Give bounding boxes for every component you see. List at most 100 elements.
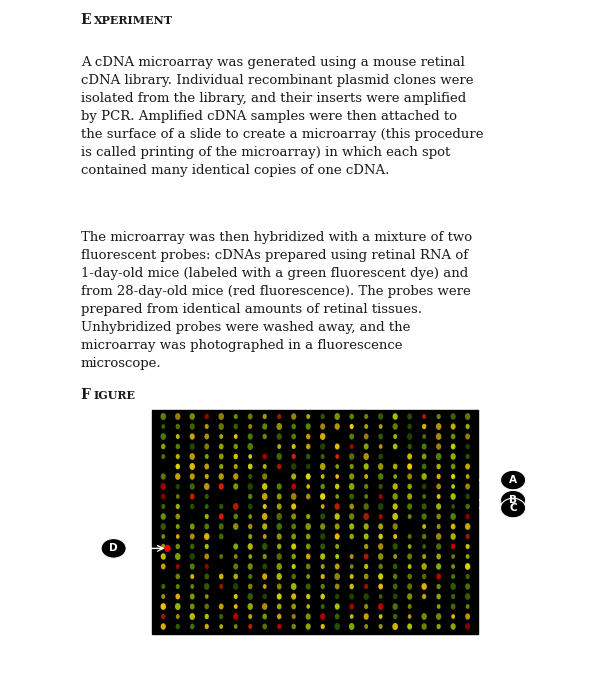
Ellipse shape: [306, 533, 310, 540]
Ellipse shape: [378, 503, 383, 510]
Ellipse shape: [364, 593, 369, 600]
Ellipse shape: [263, 554, 267, 559]
Ellipse shape: [321, 604, 325, 609]
Ellipse shape: [233, 543, 238, 550]
Ellipse shape: [349, 513, 355, 520]
Ellipse shape: [176, 524, 180, 529]
Ellipse shape: [161, 544, 166, 550]
Ellipse shape: [190, 584, 194, 589]
Ellipse shape: [501, 498, 526, 518]
Ellipse shape: [422, 473, 427, 480]
Ellipse shape: [321, 574, 325, 579]
Ellipse shape: [306, 434, 310, 440]
Ellipse shape: [291, 583, 297, 590]
Ellipse shape: [349, 414, 354, 419]
Ellipse shape: [465, 444, 470, 449]
Ellipse shape: [364, 524, 369, 530]
Ellipse shape: [190, 544, 194, 550]
Ellipse shape: [248, 534, 252, 539]
Ellipse shape: [408, 614, 411, 619]
Ellipse shape: [465, 623, 470, 630]
Ellipse shape: [437, 554, 441, 559]
Ellipse shape: [408, 544, 411, 549]
Ellipse shape: [320, 553, 325, 560]
Ellipse shape: [465, 583, 470, 589]
Ellipse shape: [379, 484, 383, 489]
Ellipse shape: [291, 493, 297, 500]
Ellipse shape: [219, 624, 223, 629]
Ellipse shape: [392, 623, 398, 630]
Ellipse shape: [465, 574, 470, 579]
Ellipse shape: [248, 593, 253, 600]
Ellipse shape: [379, 584, 383, 589]
Ellipse shape: [205, 424, 209, 429]
Ellipse shape: [437, 474, 441, 479]
Ellipse shape: [436, 433, 441, 440]
Ellipse shape: [291, 543, 296, 550]
Ellipse shape: [364, 453, 369, 460]
Ellipse shape: [219, 533, 224, 540]
Ellipse shape: [364, 424, 368, 429]
Ellipse shape: [408, 604, 411, 609]
Ellipse shape: [263, 584, 267, 589]
Ellipse shape: [276, 513, 282, 520]
Text: A cDNA microarray was generated using a mouse retinal
cDNA library. Individual r: A cDNA microarray was generated using a …: [81, 56, 483, 177]
Ellipse shape: [465, 433, 470, 440]
Ellipse shape: [320, 523, 325, 530]
Ellipse shape: [292, 454, 296, 459]
Ellipse shape: [291, 603, 296, 610]
Ellipse shape: [248, 624, 252, 629]
Ellipse shape: [379, 444, 383, 449]
Ellipse shape: [437, 484, 441, 489]
Ellipse shape: [277, 584, 282, 589]
Ellipse shape: [437, 463, 441, 469]
Ellipse shape: [306, 484, 310, 489]
Ellipse shape: [233, 483, 238, 490]
Ellipse shape: [422, 544, 426, 549]
Ellipse shape: [248, 494, 252, 499]
Ellipse shape: [408, 564, 411, 569]
Ellipse shape: [450, 453, 456, 460]
Ellipse shape: [233, 514, 238, 519]
Ellipse shape: [219, 504, 223, 509]
Ellipse shape: [320, 463, 325, 470]
Ellipse shape: [291, 473, 296, 480]
Ellipse shape: [407, 593, 412, 600]
Ellipse shape: [364, 544, 368, 550]
Ellipse shape: [321, 454, 325, 459]
Ellipse shape: [176, 444, 180, 449]
Ellipse shape: [306, 623, 311, 630]
Ellipse shape: [321, 513, 325, 519]
Ellipse shape: [350, 574, 353, 579]
Ellipse shape: [335, 584, 340, 589]
Ellipse shape: [349, 623, 355, 630]
Ellipse shape: [276, 423, 282, 430]
Ellipse shape: [501, 491, 526, 510]
Ellipse shape: [160, 523, 166, 530]
Ellipse shape: [175, 594, 180, 599]
Ellipse shape: [364, 443, 368, 449]
Ellipse shape: [277, 494, 282, 500]
Ellipse shape: [176, 494, 179, 499]
Ellipse shape: [320, 433, 325, 440]
Ellipse shape: [392, 523, 398, 530]
Ellipse shape: [364, 554, 368, 559]
Ellipse shape: [349, 453, 355, 460]
Ellipse shape: [262, 543, 267, 550]
Ellipse shape: [175, 574, 180, 580]
Ellipse shape: [205, 504, 209, 509]
Ellipse shape: [160, 433, 166, 440]
Ellipse shape: [176, 534, 179, 539]
Ellipse shape: [422, 594, 426, 599]
Ellipse shape: [437, 514, 441, 519]
Ellipse shape: [364, 414, 368, 419]
Ellipse shape: [437, 604, 441, 609]
Ellipse shape: [190, 594, 195, 599]
Ellipse shape: [164, 545, 170, 552]
Ellipse shape: [320, 613, 325, 620]
Ellipse shape: [422, 503, 426, 510]
Ellipse shape: [335, 524, 340, 530]
Ellipse shape: [437, 494, 441, 499]
Ellipse shape: [277, 544, 282, 550]
Ellipse shape: [364, 494, 368, 499]
